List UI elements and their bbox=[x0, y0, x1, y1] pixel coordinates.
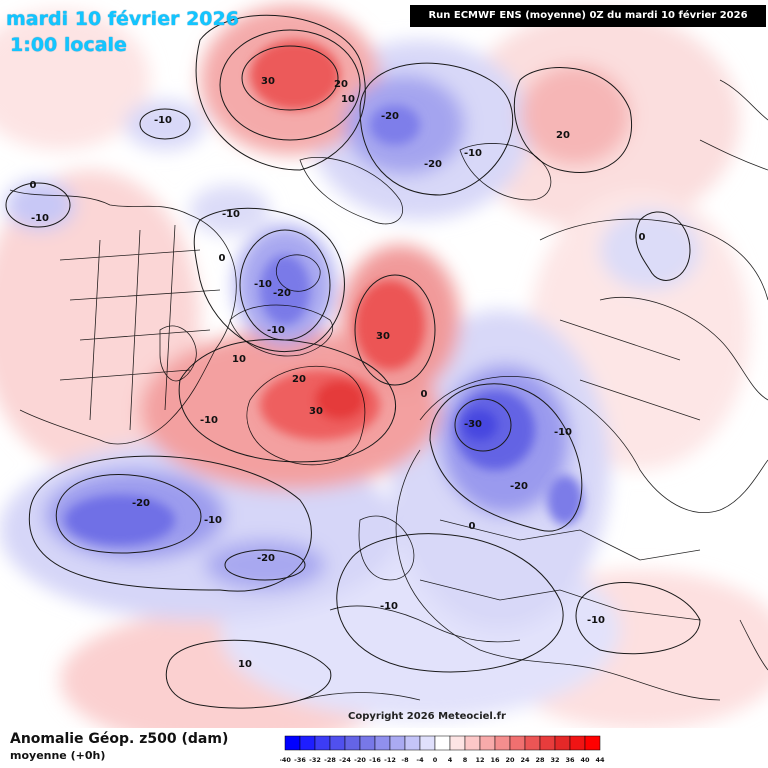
contour-label: -20 bbox=[381, 111, 399, 122]
field-subtitle: moyenne (+0h) bbox=[10, 749, 106, 762]
contour-label: -10 bbox=[154, 115, 172, 126]
contour-label: -10 bbox=[464, 148, 482, 159]
legend-swatch bbox=[479, 735, 496, 751]
legend-swatch bbox=[284, 735, 301, 751]
contour-label: 20 bbox=[334, 79, 348, 90]
legend-swatch bbox=[584, 735, 601, 751]
contour-label: -10 bbox=[31, 213, 49, 224]
legend-swatch bbox=[524, 735, 541, 751]
run-banner: Run ECMWF ENS (moyenne) 0Z du mardi 10 f… bbox=[410, 5, 766, 27]
contour-label: 10 bbox=[238, 659, 252, 670]
coastlines bbox=[9, 79, 768, 701]
contour-label: 20 bbox=[292, 374, 306, 385]
contour-label: -10 bbox=[267, 325, 285, 336]
contour-label: -10 bbox=[587, 615, 605, 626]
contour-label: 0 bbox=[30, 180, 37, 191]
contour-label: -20 bbox=[510, 481, 528, 492]
map-date: mardi 10 février 2026 bbox=[6, 8, 239, 30]
legend-tick-label: 24 bbox=[520, 756, 530, 764]
legend-tick-label: -16 bbox=[369, 756, 381, 764]
legend-tick-label: -40 bbox=[280, 756, 291, 764]
map-local-time: 1:00 locale bbox=[10, 34, 127, 56]
field-title: Anomalie Géop. z500 (dam) bbox=[10, 731, 229, 747]
anomaly-field bbox=[0, 5, 768, 728]
contour-label: 10 bbox=[341, 94, 355, 105]
contour-label: -10 bbox=[380, 601, 398, 612]
legend-swatch bbox=[314, 735, 331, 751]
contour-label: -10 bbox=[204, 515, 222, 526]
contour-label: 30 bbox=[376, 331, 390, 342]
legend-swatch bbox=[449, 735, 466, 751]
legend-tick-label: 0 bbox=[433, 756, 438, 764]
legend-tick-label: 8 bbox=[463, 756, 468, 764]
copyright-text: Copyright 2026 Meteociel.fr bbox=[348, 711, 506, 722]
contour-label: 0 bbox=[469, 521, 476, 532]
legend-swatch bbox=[539, 735, 556, 751]
legend-swatch bbox=[344, 735, 361, 751]
contour-label: 10 bbox=[232, 354, 246, 365]
legend-swatch bbox=[419, 735, 436, 751]
legend-tick-label: -28 bbox=[324, 756, 336, 764]
contour-label: 30 bbox=[309, 406, 323, 417]
legend-tick-label: 32 bbox=[550, 756, 559, 764]
contour-label: -20 bbox=[257, 553, 275, 564]
legend-swatch bbox=[329, 735, 346, 751]
legend-tick-label: 4 bbox=[448, 756, 453, 764]
legend-swatch bbox=[569, 735, 586, 751]
contour-label: 30 bbox=[261, 76, 275, 87]
contour-label: -10 bbox=[222, 209, 240, 220]
legend-tick-label: 16 bbox=[490, 756, 500, 764]
legend-swatch bbox=[509, 735, 526, 751]
contour-label: -20 bbox=[273, 288, 291, 299]
contour-lines bbox=[5, 14, 701, 709]
legend-tick-label: -4 bbox=[416, 756, 424, 764]
color-legend: -40 -36 -32 -28 -24 -20 -16 -12 -8 -4 0 4 8 12 16 20 24 2… bbox=[280, 735, 605, 764]
legend-tick-label: -20 bbox=[354, 756, 366, 764]
legend-swatch bbox=[389, 735, 406, 751]
legend-tick-label: -32 bbox=[309, 756, 321, 764]
legend-tick-label: 28 bbox=[535, 756, 545, 764]
legend-swatch bbox=[374, 735, 391, 751]
legend-tick-label: -24 bbox=[339, 756, 351, 764]
legend-swatch bbox=[554, 735, 571, 751]
legend-tick-label: 12 bbox=[475, 756, 484, 764]
contour-label: -20 bbox=[132, 498, 150, 509]
contour-label: 20 bbox=[556, 130, 570, 141]
contour-label: -20 bbox=[424, 159, 442, 170]
contour-label: -30 bbox=[464, 419, 482, 430]
contour-label: -10 bbox=[254, 279, 272, 290]
contour-label: -10 bbox=[200, 415, 218, 426]
legend-swatch bbox=[404, 735, 421, 751]
legend-tick-label: -12 bbox=[384, 756, 396, 764]
legend-tick-label: 36 bbox=[565, 756, 575, 764]
legend-swatch bbox=[299, 735, 316, 751]
legend-tick-label: 40 bbox=[580, 756, 590, 764]
legend-swatch bbox=[434, 735, 451, 751]
contour-label: 0 bbox=[639, 232, 646, 243]
legend-tick-label: -36 bbox=[294, 756, 306, 764]
legend-tick-label: 44 bbox=[595, 756, 605, 764]
legend-tick-label: 20 bbox=[505, 756, 515, 764]
legend-swatch bbox=[494, 735, 511, 751]
contour-label: -10 bbox=[554, 427, 572, 438]
legend-swatch bbox=[464, 735, 481, 751]
contour-label: 0 bbox=[421, 389, 428, 400]
legend-swatch bbox=[359, 735, 376, 751]
contour-label: 0 bbox=[219, 253, 226, 264]
legend-tick-label: -8 bbox=[401, 756, 409, 764]
